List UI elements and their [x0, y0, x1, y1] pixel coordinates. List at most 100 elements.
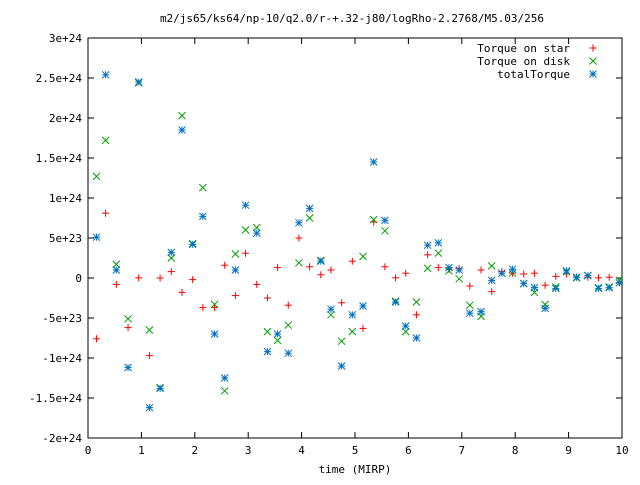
data-point — [392, 274, 400, 282]
y-tick-label: 2.5e+24 — [36, 72, 83, 85]
data-point — [306, 263, 314, 271]
data-point — [487, 276, 496, 285]
y-tick-label: -5e+23 — [42, 312, 82, 325]
data-point — [465, 301, 474, 310]
data-point — [112, 266, 121, 274]
data-point — [284, 301, 292, 309]
data-point — [337, 337, 346, 346]
data-point — [530, 283, 539, 292]
data-point — [178, 126, 186, 134]
data-point — [101, 136, 110, 145]
data-point — [552, 272, 560, 280]
data-point — [295, 258, 303, 267]
data-point — [241, 226, 250, 234]
data-point — [253, 280, 261, 288]
data-point — [93, 335, 101, 343]
data-point — [615, 278, 624, 287]
y-tick-label: 1.5e+24 — [36, 152, 83, 165]
y-tick-label: -1.5e+24 — [29, 392, 82, 405]
data-point — [188, 240, 197, 249]
data-point — [551, 284, 560, 293]
data-point — [305, 204, 314, 213]
data-point — [263, 347, 272, 356]
x-tick-label: 8 — [512, 444, 519, 457]
data-point — [178, 288, 186, 296]
data-point — [401, 327, 410, 336]
data-point — [359, 252, 367, 261]
data-point — [231, 292, 239, 300]
data-point — [167, 248, 176, 257]
data-point — [189, 276, 197, 284]
x-axis: 0 1 2 3 4 5 6 7 8 9 10 — [85, 38, 629, 457]
data-point — [583, 271, 592, 280]
data-point — [167, 268, 175, 276]
data-point — [477, 266, 485, 274]
x-tick-label: 10 — [615, 444, 628, 457]
data-point — [101, 70, 110, 79]
data-point — [273, 336, 282, 345]
data-point — [210, 300, 219, 309]
data-point — [541, 281, 549, 289]
legend-label: Torque on star — [477, 42, 570, 55]
data-point — [338, 299, 346, 307]
x-tick-label: 1 — [138, 444, 145, 457]
data-point — [455, 266, 463, 274]
data-point — [124, 324, 132, 332]
data-point — [402, 269, 410, 277]
data-point — [359, 324, 367, 332]
data-point — [519, 279, 528, 288]
y-tick-label: -2e+24 — [42, 432, 82, 445]
data-point — [231, 266, 240, 274]
x-tick-label: 3 — [245, 444, 252, 457]
data-point — [541, 304, 549, 313]
data-point — [465, 309, 474, 318]
data-point — [156, 274, 164, 282]
data-point — [572, 273, 581, 282]
data-point — [178, 111, 186, 120]
data-point — [112, 260, 121, 269]
chart-title: m2/js65/ks64/np-10/q2.0/r-+.32-j80/logRh… — [160, 12, 544, 25]
y-tick-label: 1e+24 — [49, 192, 82, 205]
series-cross — [92, 78, 624, 395]
data-point — [112, 280, 120, 288]
data-point — [423, 264, 432, 273]
data-point — [359, 302, 367, 310]
legend-marker — [589, 70, 597, 78]
x-tick-label: 6 — [405, 444, 412, 457]
data-point — [520, 270, 528, 278]
data-point — [198, 183, 207, 192]
y-tick-label: 5e+23 — [49, 232, 82, 245]
data-point — [605, 273, 613, 281]
data-point — [327, 305, 335, 314]
series-plus — [93, 209, 623, 360]
data-point — [317, 271, 325, 279]
data-point — [595, 274, 603, 282]
data-point — [134, 78, 143, 86]
data-point — [423, 241, 432, 250]
data-point — [434, 238, 443, 247]
data-point — [252, 223, 261, 232]
x-tick-label: 0 — [85, 444, 92, 457]
data-point — [327, 310, 335, 319]
data-point — [508, 265, 517, 274]
x-tick-label: 7 — [458, 444, 465, 457]
legend-label: Torque on disk — [477, 55, 570, 68]
data-point — [220, 374, 229, 382]
data-point — [124, 363, 132, 372]
data-point — [274, 264, 282, 272]
data-point — [263, 327, 272, 336]
data-point — [273, 330, 282, 338]
legend-marker — [589, 44, 597, 52]
data-point — [210, 330, 219, 338]
data-point — [242, 249, 250, 257]
data-point — [305, 214, 314, 222]
data-point — [412, 298, 421, 306]
y-tick-label: -1e+24 — [42, 352, 82, 365]
y-tick-label: 2e+24 — [49, 112, 82, 125]
data-point — [381, 263, 389, 271]
data-point — [295, 234, 303, 242]
data-point — [92, 233, 101, 242]
data-point — [401, 322, 410, 330]
